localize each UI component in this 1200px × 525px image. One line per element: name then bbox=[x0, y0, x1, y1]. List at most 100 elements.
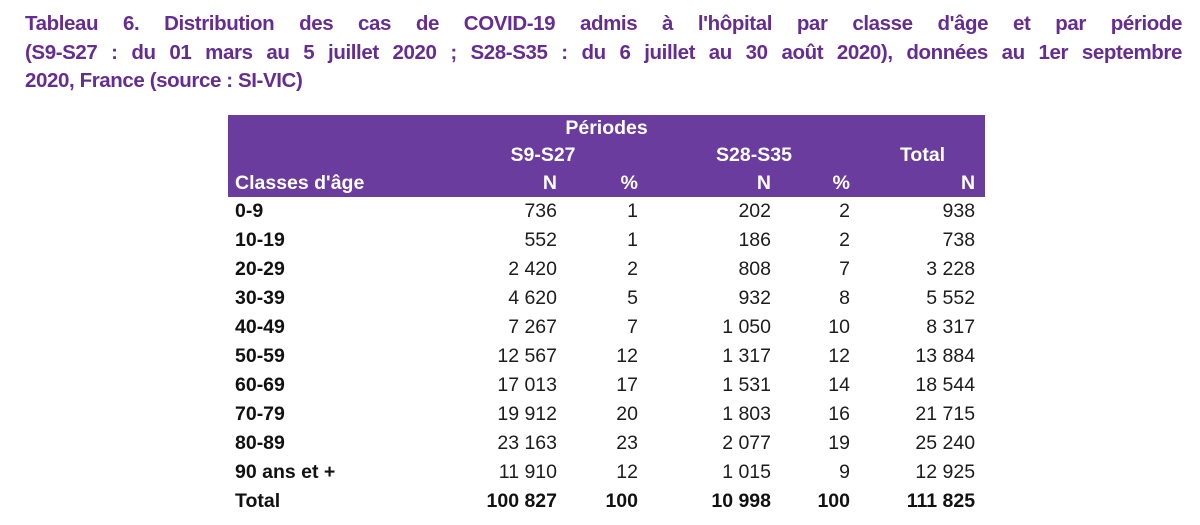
column-header-pct-s28: % bbox=[781, 169, 860, 197]
pct-s9-cell: 7 bbox=[567, 313, 648, 342]
age-class-cell: 90 ans et + bbox=[228, 458, 438, 487]
pct-s9-cell: 17 bbox=[567, 371, 648, 400]
column-header-n-s9: N bbox=[438, 169, 567, 197]
table-title-line-2: (S9-S27 : du 01 mars au 5 juillet 2020 ;… bbox=[25, 40, 1182, 64]
column-header-pct-s9: % bbox=[567, 169, 648, 197]
n-total-cell: 13 884 bbox=[860, 342, 986, 371]
n-s9-cell: 552 bbox=[438, 226, 567, 255]
n-s28-cell: 1 050 bbox=[648, 313, 781, 342]
n-total-cell: 8 317 bbox=[860, 313, 986, 342]
table-body: 0-9 736 1 202 2 938 10-19 552 1 186 2 73… bbox=[228, 197, 986, 516]
n-s9-cell: 17 013 bbox=[438, 371, 567, 400]
group-header-s9-s27: S9-S27 bbox=[438, 142, 648, 169]
pct-s28-cell: 8 bbox=[781, 284, 860, 313]
table-row-0-9: 0-9 736 1 202 2 938 bbox=[228, 197, 986, 226]
n-total-cell: 3 228 bbox=[860, 255, 986, 284]
table-title-line-3: 2020, France (source : SI-VIC) bbox=[25, 69, 303, 92]
total-n-s28-cell: 10 998 bbox=[648, 487, 781, 516]
pct-s28-cell: 19 bbox=[781, 429, 860, 458]
n-s9-cell: 12 567 bbox=[438, 342, 567, 371]
n-total-cell: 21 715 bbox=[860, 400, 986, 429]
age-class-cell: 30-39 bbox=[228, 284, 438, 313]
age-class-cell: 60-69 bbox=[228, 371, 438, 400]
n-s9-cell: 23 163 bbox=[438, 429, 567, 458]
n-s28-cell: 2 077 bbox=[648, 429, 781, 458]
table-row-50-59: 50-59 12 567 12 1 317 12 13 884 bbox=[228, 342, 986, 371]
n-total-cell: 938 bbox=[860, 197, 986, 226]
table-title-line-1: Tableau 6. Distribution des cas de COVID… bbox=[25, 12, 1182, 35]
n-s28-cell: 1 317 bbox=[648, 342, 781, 371]
pct-s28-cell: 12 bbox=[781, 342, 860, 371]
group-header-s28-s35: S28-S35 bbox=[648, 142, 860, 169]
n-s9-cell: 11 910 bbox=[438, 458, 567, 487]
table-row-30-39: 30-39 4 620 5 932 8 5 552 bbox=[228, 284, 986, 313]
pct-s9-cell: 12 bbox=[567, 342, 648, 371]
n-s28-cell: 932 bbox=[648, 284, 781, 313]
pct-s9-cell: 23 bbox=[567, 429, 648, 458]
column-header-age-class: Classes d'âge bbox=[228, 169, 438, 197]
n-total-cell: 738 bbox=[860, 226, 986, 255]
pct-s9-cell: 1 bbox=[567, 197, 648, 226]
n-s28-cell: 1 803 bbox=[648, 400, 781, 429]
table-row-90-plus: 90 ans et + 11 910 12 1 015 9 12 925 bbox=[228, 458, 986, 487]
total-n-s9-cell: 100 827 bbox=[438, 487, 567, 516]
pct-s28-cell: 9 bbox=[781, 458, 860, 487]
group-header-total: Total bbox=[860, 142, 986, 169]
age-class-cell: 70-79 bbox=[228, 400, 438, 429]
table-row-70-79: 70-79 19 912 20 1 803 16 21 715 bbox=[228, 400, 986, 429]
n-s28-cell: 202 bbox=[648, 197, 781, 226]
table-row-10-19: 10-19 552 1 186 2 738 bbox=[228, 226, 986, 255]
periods-header-row: Périodes bbox=[228, 115, 986, 142]
table-header: Périodes S9-S27 S28-S35 Total Classes d'… bbox=[228, 115, 986, 197]
age-class-cell: 20-29 bbox=[228, 255, 438, 284]
total-n-total-cell: 111 825 bbox=[860, 487, 986, 516]
covid-age-period-table-container: Périodes S9-S27 S28-S35 Total Classes d'… bbox=[228, 115, 986, 516]
table-row-40-49: 40-49 7 267 7 1 050 10 8 317 bbox=[228, 313, 986, 342]
table-title: Tableau 6. Distribution des cas de COVID… bbox=[25, 10, 1182, 96]
age-class-cell: 80-89 bbox=[228, 429, 438, 458]
table-row-60-69: 60-69 17 013 17 1 531 14 18 544 bbox=[228, 371, 986, 400]
n-s9-cell: 7 267 bbox=[438, 313, 567, 342]
total-label-cell: Total bbox=[228, 487, 438, 516]
table-row-total: Total 100 827 100 10 998 100 111 825 bbox=[228, 487, 986, 516]
group-header-row: S9-S27 S28-S35 Total bbox=[228, 142, 986, 169]
pct-s28-cell: 14 bbox=[781, 371, 860, 400]
total-pct-s9-cell: 100 bbox=[567, 487, 648, 516]
n-s28-cell: 1 531 bbox=[648, 371, 781, 400]
age-class-cell: 50-59 bbox=[228, 342, 438, 371]
n-s9-cell: 19 912 bbox=[438, 400, 567, 429]
pct-s28-cell: 2 bbox=[781, 226, 860, 255]
age-class-cell: 10-19 bbox=[228, 226, 438, 255]
n-total-cell: 12 925 bbox=[860, 458, 986, 487]
table-row-80-89: 80-89 23 163 23 2 077 19 25 240 bbox=[228, 429, 986, 458]
pct-s9-cell: 20 bbox=[567, 400, 648, 429]
n-total-cell: 5 552 bbox=[860, 284, 986, 313]
age-class-cell: 40-49 bbox=[228, 313, 438, 342]
empty-header-cell bbox=[228, 142, 438, 169]
column-header-n-s28: N bbox=[648, 169, 781, 197]
pct-s9-cell: 2 bbox=[567, 255, 648, 284]
n-s9-cell: 4 620 bbox=[438, 284, 567, 313]
n-s9-cell: 2 420 bbox=[438, 255, 567, 284]
periods-header-cell: Périodes bbox=[228, 115, 986, 142]
pct-s9-cell: 1 bbox=[567, 226, 648, 255]
n-s9-cell: 736 bbox=[438, 197, 567, 226]
pct-s28-cell: 10 bbox=[781, 313, 860, 342]
total-pct-s28-cell: 100 bbox=[781, 487, 860, 516]
column-header-n-total: N bbox=[860, 169, 986, 197]
table-row-20-29: 20-29 2 420 2 808 7 3 228 bbox=[228, 255, 986, 284]
pct-s28-cell: 16 bbox=[781, 400, 860, 429]
pct-s28-cell: 2 bbox=[781, 197, 860, 226]
pct-s28-cell: 7 bbox=[781, 255, 860, 284]
n-s28-cell: 1 015 bbox=[648, 458, 781, 487]
n-total-cell: 18 544 bbox=[860, 371, 986, 400]
n-s28-cell: 186 bbox=[648, 226, 781, 255]
column-header-row: Classes d'âge N % N % N bbox=[228, 169, 986, 197]
pct-s9-cell: 12 bbox=[567, 458, 648, 487]
n-total-cell: 25 240 bbox=[860, 429, 986, 458]
covid-age-period-table: Périodes S9-S27 S28-S35 Total Classes d'… bbox=[228, 115, 986, 516]
age-class-cell: 0-9 bbox=[228, 197, 438, 226]
n-s28-cell: 808 bbox=[648, 255, 781, 284]
pct-s9-cell: 5 bbox=[567, 284, 648, 313]
